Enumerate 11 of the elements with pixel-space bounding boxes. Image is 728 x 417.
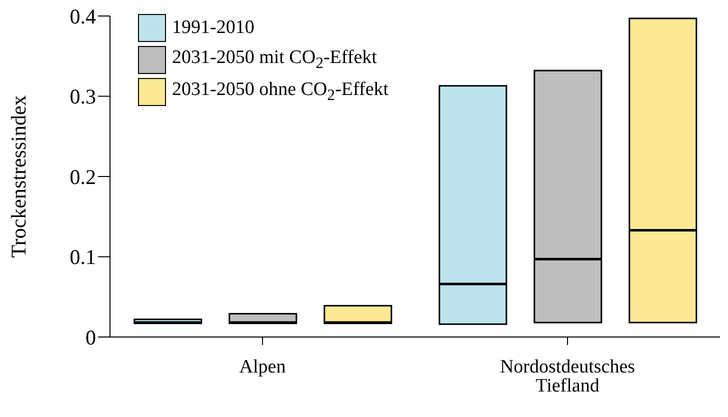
y-tick-label: 0.4	[70, 4, 96, 28]
y-tick-label: 0.1	[70, 245, 96, 270]
x-tick-label: Alpen	[239, 356, 286, 378]
legend-label: 2031-2050 ohne CO$_{2}$-Effekt	[172, 79, 389, 105]
y-tick-label: 0.3	[70, 84, 96, 109]
y-axis-title: Trockenstressindex	[6, 94, 30, 258]
x-tick-label: Nordostdeutsches Tiefland	[500, 356, 636, 396]
legend-label: 1991-2010	[172, 17, 254, 39]
legend-label: 2031-2050 mit CO$_{2}$-Effekt	[172, 47, 377, 73]
y-tick-label: 0	[86, 325, 96, 350]
y-tick-label: 0.2	[70, 164, 96, 189]
